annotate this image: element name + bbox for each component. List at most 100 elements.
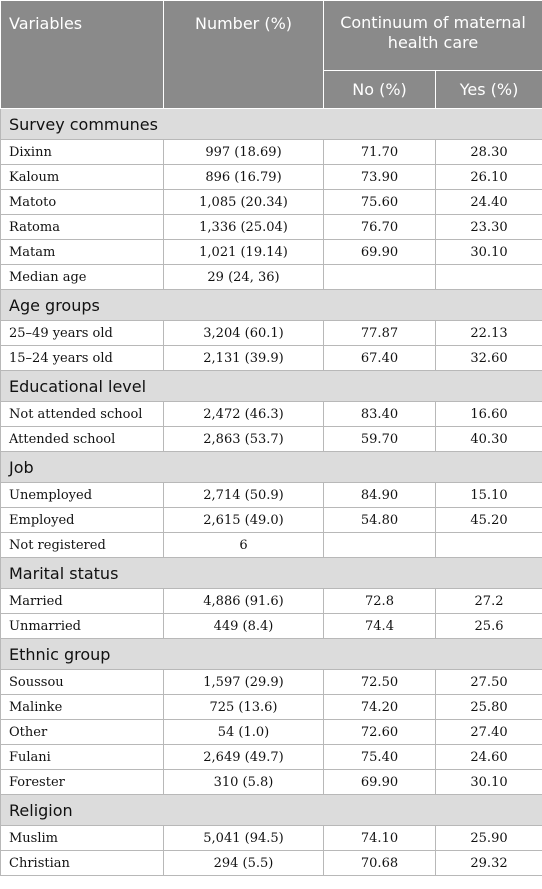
cell-number: 2,472 (46.3) [163,401,324,427]
cell-yes: 26.10 [434,164,542,190]
row-label: Median age [0,264,164,290]
section-title: Job [0,451,542,483]
row-label: 25–49 years old [0,320,164,346]
cell-no: 74.20 [323,694,436,720]
header-yes: Yes (%) [434,70,542,109]
cell-number: 896 (16.79) [163,164,324,190]
cell-no: 54.80 [323,507,436,533]
cell-yes [434,532,542,558]
cell-number: 2,131 (39.9) [163,345,324,371]
section-title: Marital status [0,557,542,589]
cell-no: 75.60 [323,189,436,215]
section-row: Religion [0,794,542,826]
row-label: Other [0,719,164,745]
header-no: No (%) [323,70,436,109]
cell-yes: 28.30 [434,139,542,165]
cell-number: 6 [163,532,324,558]
cell-number: 2,649 (49.7) [163,744,324,770]
section-row: Survey communes [0,108,542,140]
cell-number: 2,863 (53.7) [163,426,324,452]
row-label: Unmarried [0,613,164,639]
cell-yes: 16.60 [434,401,542,427]
row-label: Dixinn [0,139,164,165]
row-label: Christian [0,850,164,876]
cell-yes: 29.32 [434,850,542,876]
cell-yes: 27.40 [434,719,542,745]
table-row: Median age 29 (24, 36) [0,264,542,290]
cell-no: 71.70 [323,139,436,165]
table-row: Forester 310 (5.8) 69.90 30.10 [0,769,542,795]
section-title: Survey communes [0,108,542,140]
row-label: 15–24 years old [0,345,164,371]
cell-number: 725 (13.6) [163,694,324,720]
header-variables: Variables [0,0,164,109]
table-row: Matoto 1,085 (20.34) 75.60 24.40 [0,189,542,215]
cell-yes: 45.20 [434,507,542,533]
table-row: Not registered 6 [0,532,542,558]
cell-no: 73.90 [323,164,436,190]
row-label: Malinke [0,694,164,720]
cell-no: 76.70 [323,214,436,240]
cell-yes: 25.90 [434,825,542,851]
cell-yes: 27.50 [434,669,542,695]
row-label: Attended school [0,426,164,452]
row-label: Not registered [0,532,164,558]
table-row: Malinke 725 (13.6) 74.20 25.80 [0,694,542,720]
table-row: Christian 294 (5.5) 70.68 29.32 [0,850,542,876]
cell-yes: 22.13 [434,320,542,346]
cell-no [323,264,436,290]
table-row: Ratoma 1,336 (25.04) 76.70 23.30 [0,214,542,240]
cell-no: 72.50 [323,669,436,695]
table-row: Kaloum 896 (16.79) 73.90 26.10 [0,164,542,190]
header-continuum: Continuum of maternal health care [322,0,542,71]
row-label: Kaloum [0,164,164,190]
cell-number: 1,021 (19.14) [163,239,324,265]
section-title: Educational level [0,370,542,402]
table-body: Survey communes Dixinn 997 (18.69) 71.70 28.… [0,108,542,876]
row-label: Fulani [0,744,164,770]
cell-number: 54 (1.0) [163,719,324,745]
row-label: Married [0,588,164,614]
cell-no: 67.40 [323,345,436,371]
table-row: Other 54 (1.0) 72.60 27.40 [0,719,542,745]
cell-yes [434,264,542,290]
cell-number: 2,714 (50.9) [163,482,324,508]
cell-number: 1,597 (29.9) [163,669,324,695]
row-label: Not attended school [0,401,164,427]
section-row: Age groups [0,289,542,321]
cell-number: 1,336 (25.04) [163,214,324,240]
row-label: Matoto [0,189,164,215]
header-number: Number (%) [163,0,324,109]
cell-yes: 40.30 [434,426,542,452]
cell-no: 74.4 [323,613,436,639]
cell-no: 69.90 [323,769,436,795]
cell-yes: 24.60 [434,744,542,770]
table-row: Soussou 1,597 (29.9) 72.50 27.50 [0,669,542,695]
row-label: Unemployed [0,482,164,508]
cell-yes: 24.40 [434,189,542,215]
table-header: Variables Number (%) Continuum of matern… [0,0,542,109]
row-label: Employed [0,507,164,533]
cell-yes: 25.80 [434,694,542,720]
section-title: Age groups [0,289,542,321]
cell-number: 2,615 (49.0) [163,507,324,533]
table-row: 15–24 years old 2,131 (39.9) 67.40 32.60 [0,345,542,371]
cell-yes: 30.10 [434,239,542,265]
section-row: Educational level [0,370,542,402]
cell-no [323,532,436,558]
row-label: Matam [0,239,164,265]
cell-no: 84.90 [323,482,436,508]
table-row: 25–49 years old 3,204 (60.1) 77.87 22.13 [0,320,542,346]
cell-no: 69.90 [323,239,436,265]
cell-number: 29 (24, 36) [163,264,324,290]
cell-number: 310 (5.8) [163,769,324,795]
cell-no: 70.68 [323,850,436,876]
cell-number: 449 (8.4) [163,613,324,639]
table-row: Married 4,886 (91.6) 72.8 27.2 [0,588,542,614]
row-label: Ratoma [0,214,164,240]
cell-number: 997 (18.69) [163,139,324,165]
cell-number: 4,886 (91.6) [163,588,324,614]
table-row: Muslim 5,041 (94.5) 74.10 25.90 [0,825,542,851]
cell-yes: 15.10 [434,482,542,508]
